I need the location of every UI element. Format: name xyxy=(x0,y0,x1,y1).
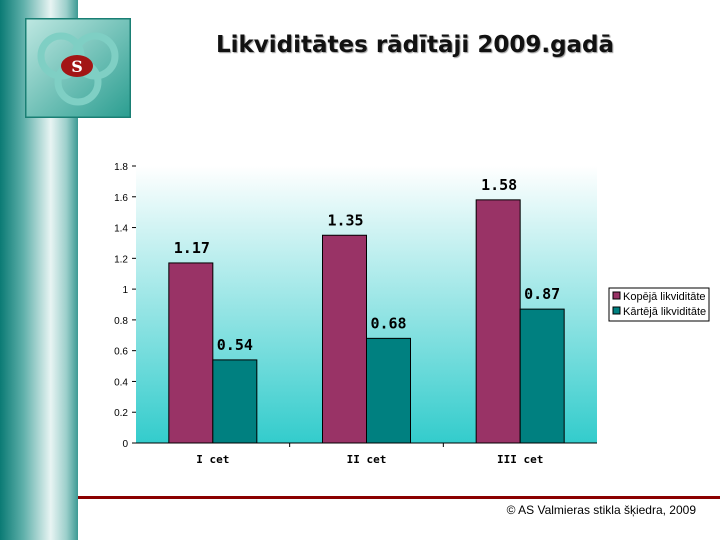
svg-text:S: S xyxy=(71,57,83,76)
page-title: Likviditātes rādītāji 2009.gadā xyxy=(215,32,615,58)
copyright-footer: © AS Valmieras stikla šķiedra, 2009 xyxy=(506,503,696,517)
data-label: 1.58 xyxy=(481,176,517,194)
y-tick-label: 1.8 xyxy=(114,162,128,173)
data-label: 1.35 xyxy=(327,211,363,229)
data-label: 0.54 xyxy=(217,336,253,354)
legend-swatch xyxy=(612,306,621,315)
company-logo: S xyxy=(25,18,131,118)
y-tick-label: 0.2 xyxy=(114,408,128,419)
bar xyxy=(212,359,258,444)
legend-label: Kārtējā likviditāte xyxy=(623,306,706,318)
data-label: 0.68 xyxy=(370,314,406,332)
legend-swatch xyxy=(612,291,621,300)
bar xyxy=(168,262,214,444)
y-tick-label: 0.4 xyxy=(114,377,128,388)
footer-divider xyxy=(78,496,720,499)
bar xyxy=(322,234,367,444)
y-tick-label: 1.6 xyxy=(114,193,128,204)
category-label: III cet xyxy=(497,453,543,466)
y-tick-label: 0.8 xyxy=(114,316,128,327)
y-tick-label: 1 xyxy=(122,285,128,296)
bar xyxy=(475,199,521,444)
y-tick-label: 0 xyxy=(122,439,128,450)
y-tick-label: 1.2 xyxy=(114,254,128,265)
category-label: II cet xyxy=(347,453,387,466)
legend-label: Kopējā likviditāte xyxy=(623,291,706,303)
category-label: I cet xyxy=(196,453,229,466)
y-tick-label: 1.4 xyxy=(114,224,128,235)
data-label: 0.87 xyxy=(524,285,560,303)
legend xyxy=(608,287,710,322)
bar xyxy=(366,337,411,444)
y-tick-label: 0.6 xyxy=(114,347,128,358)
bar xyxy=(519,308,565,444)
data-label: 1.17 xyxy=(174,239,210,257)
